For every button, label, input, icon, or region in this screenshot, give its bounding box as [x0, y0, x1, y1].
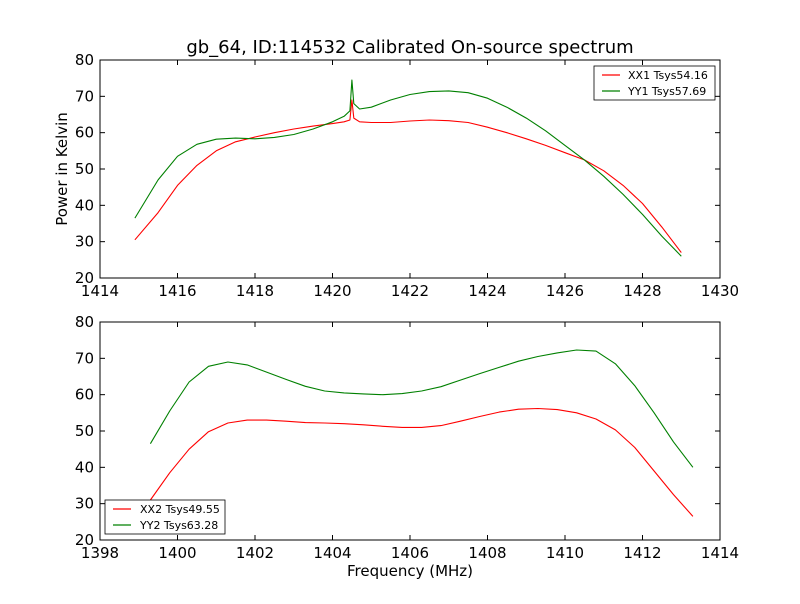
- top-y-tick-label: 50: [75, 160, 94, 178]
- legend-label-xx2: XX2 Tsys49.55: [140, 503, 220, 516]
- top-y-tick-label: 30: [75, 233, 94, 251]
- x-axis-label: Frequency (MHz): [347, 562, 473, 580]
- bottom-y-tick-label: 20: [75, 531, 94, 549]
- bottom-x-tick-label: 1414: [701, 544, 739, 562]
- bottom-y-tick-label: 80: [75, 313, 94, 331]
- chart-title: gb_64, ID:114532 Calibrated On-source sp…: [186, 37, 633, 58]
- bottom-x-tick-label: 1406: [391, 544, 429, 562]
- top-x-tick-label: 1426: [546, 282, 584, 300]
- bottom-x-tick-label: 1398: [81, 544, 119, 562]
- top-legend: XX1 Tsys54.16 YY1 Tsys57.69: [593, 65, 716, 101]
- top-x-tick-label: 1428: [623, 282, 661, 300]
- top-y-tick-label: 60: [75, 124, 94, 142]
- top-series-layer: [134, 79, 682, 257]
- bottom-y-tick-label: 40: [75, 458, 94, 476]
- top-x-tick-label: 1418: [236, 282, 274, 300]
- top-x-tick-label: 1414: [81, 282, 119, 300]
- bottom-series-line-2: [149, 349, 694, 468]
- top-subplot: gb_64, ID:114532 Calibrated On-source sp…: [53, 37, 739, 300]
- top-x-tick-label: 1424: [468, 282, 506, 300]
- legend-label-yy2: YY2 Tsys63.28: [139, 519, 218, 532]
- top-y-tick-label: 80: [75, 51, 94, 69]
- top-legend-box: [593, 65, 716, 101]
- top-series-line-2: [134, 79, 682, 257]
- bottom-y-tick-label: 30: [75, 495, 94, 513]
- bottom-x-tick-label: 1402: [236, 544, 274, 562]
- legend-label-yy1: YY1 Tsys57.69: [627, 85, 706, 98]
- bottom-y-tick-label: 70: [75, 349, 94, 367]
- top-x-tick-label: 1430: [701, 282, 739, 300]
- bottom-x-tick-label: 1408: [468, 544, 506, 562]
- bottom-series-line-1: [149, 407, 694, 517]
- top-y-tick-label: 70: [75, 87, 94, 105]
- bottom-subplot: 1398 1400 1402 1404 1406 1408 1410 1412 1414 20 30…: [75, 313, 739, 580]
- bottom-x-tick-label: 1412: [623, 544, 661, 562]
- top-x-tick-label: 1420: [313, 282, 351, 300]
- bottom-y-tick-label: 50: [75, 422, 94, 440]
- bottom-legend: XX2 Tsys49.55 YY2 Tsys63.28: [104, 499, 226, 535]
- top-ticks-layer: 1414 1416 1418 1420 1422 1424 1426 1428 1430 20 30…: [75, 51, 739, 300]
- bottom-x-tick-label: 1404: [313, 544, 351, 562]
- bottom-y-tick-label: 60: [75, 386, 94, 404]
- top-series-line-1: [134, 99, 682, 253]
- top-x-tick-label: 1422: [391, 282, 429, 300]
- top-y-tick-label: 40: [75, 196, 94, 214]
- bottom-ticks-layer: 1398 1400 1402 1404 1406 1408 1410 1412 1414 20 30…: [75, 313, 739, 562]
- top-x-tick-label: 1416: [158, 282, 196, 300]
- bottom-series-layer: [149, 349, 694, 517]
- top-y-tick-label: 20: [75, 269, 94, 287]
- bottom-x-tick-label: 1400: [158, 544, 196, 562]
- bottom-legend-box: [104, 499, 226, 535]
- legend-label-xx1: XX1 Tsys54.16: [628, 69, 708, 82]
- top-y-axis-label: Power in Kelvin: [53, 112, 71, 226]
- bottom-x-tick-label: 1410: [546, 544, 584, 562]
